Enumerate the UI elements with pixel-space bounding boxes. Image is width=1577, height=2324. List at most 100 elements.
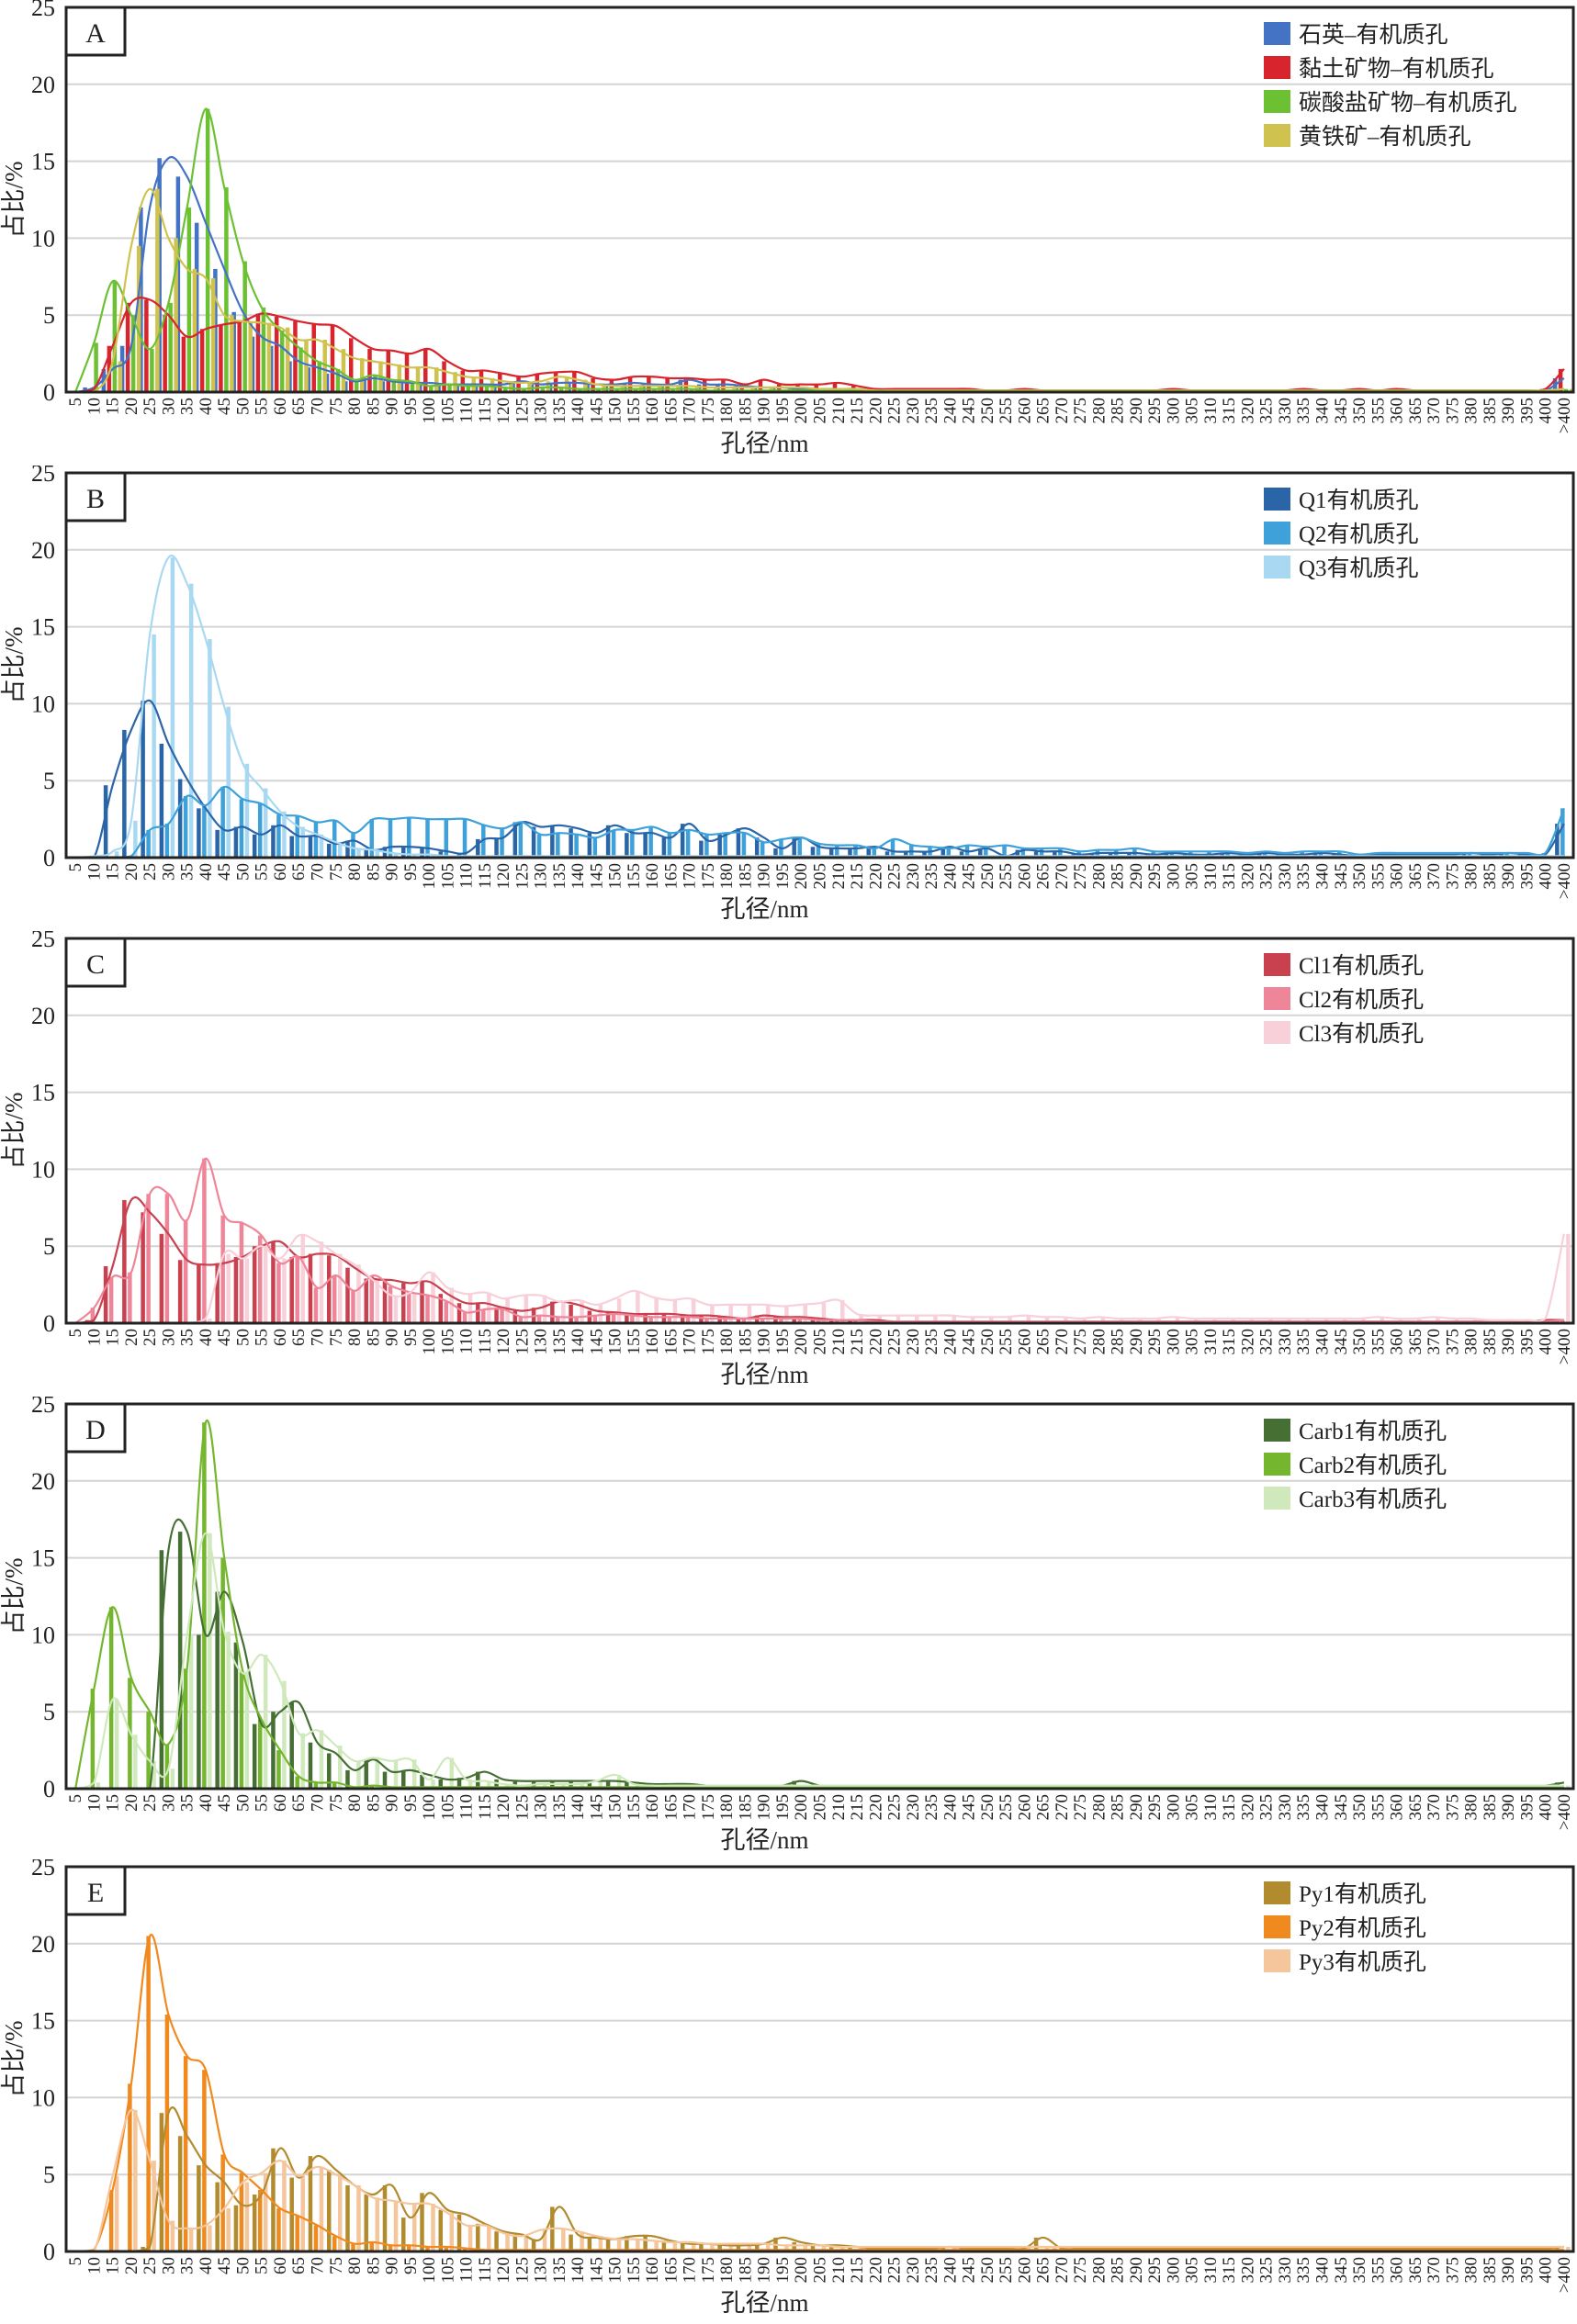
- bar: [276, 2208, 281, 2251]
- bar: [133, 1735, 138, 1789]
- x-tick-label: 340: [1313, 1329, 1333, 1355]
- x-tick-label: 120: [494, 863, 513, 890]
- bar: [853, 1319, 858, 1323]
- bar: [364, 1278, 368, 1323]
- x-tick-label: 255: [997, 863, 1016, 890]
- bar: [300, 1235, 305, 1323]
- bar: [282, 811, 287, 858]
- bar: [853, 845, 858, 858]
- bar: [174, 238, 178, 392]
- x-tick-label: 45: [215, 1329, 234, 1346]
- bar: [295, 2216, 299, 2251]
- y-axis-title: 占比/%: [0, 2021, 28, 2098]
- bar: [704, 1318, 709, 1323]
- series-line: [75, 785, 1565, 859]
- bar: [527, 382, 532, 392]
- bar: [952, 1315, 957, 1323]
- legend-swatch: [1264, 1881, 1290, 1904]
- x-tick-label: 250: [978, 398, 997, 424]
- x-tick-label: 5: [66, 2257, 85, 2266]
- y-tick-label: 5: [43, 2161, 55, 2188]
- x-tick-label: 320: [1238, 863, 1257, 890]
- x-tick-label: 340: [1313, 1794, 1333, 1821]
- bar: [220, 1215, 225, 1323]
- bar: [536, 834, 542, 858]
- bar: [300, 826, 305, 858]
- x-tick-label: 105: [438, 1794, 457, 1821]
- x-tick-label: 135: [550, 1794, 569, 1821]
- y-tick-label: 15: [31, 614, 55, 641]
- bar: [399, 382, 404, 392]
- x-tick-label: 210: [829, 863, 849, 890]
- bar: [369, 1275, 374, 1323]
- plot-frame: [64, 1402, 1575, 1791]
- bar: [90, 1308, 96, 1323]
- x-tick-label: 190: [755, 398, 774, 424]
- legend-label: Cl2有机质孔: [1299, 987, 1424, 1013]
- x-tick-label: 360: [1388, 1794, 1407, 1821]
- x-tick-label: 350: [1350, 2257, 1369, 2284]
- bar: [569, 2234, 573, 2251]
- bar: [213, 268, 218, 392]
- bar: [155, 188, 160, 392]
- x-tick-label: 285: [1109, 398, 1128, 424]
- x-tick-label: 180: [717, 1329, 737, 1355]
- bar: [765, 2243, 771, 2251]
- bar: [699, 1315, 704, 1323]
- x-tick-label: 255: [997, 1794, 1016, 1821]
- bar: [170, 1768, 175, 1789]
- bar: [257, 803, 263, 858]
- x-tick-label: 115: [476, 1329, 495, 1354]
- bar: [250, 336, 255, 392]
- bar: [1560, 808, 1565, 858]
- x-tick-label: 30: [159, 1329, 178, 1346]
- bar: [1555, 824, 1560, 858]
- bar: [226, 1632, 231, 1789]
- x-tick-label: 40: [197, 863, 216, 881]
- panel-b: 0 5 10 15 20 25 B 5 10 15 20 25 30 35 40 45 50 55 60 65 70 75…: [0, 466, 1577, 930]
- bar: [252, 1246, 257, 1323]
- x-tick-label: 90: [383, 863, 402, 881]
- x-tick-label: 325: [1257, 1794, 1277, 1821]
- y-tick-label: 25: [31, 1397, 55, 1418]
- x-tick-label: 325: [1257, 1329, 1277, 1355]
- legend-label: Cl1有机质孔: [1299, 953, 1424, 979]
- x-tick-label: 165: [661, 398, 681, 424]
- x-tick-label: 395: [1517, 2257, 1537, 2284]
- legend-label: 碳酸盐矿物–有机质孔: [1299, 90, 1517, 116]
- x-tick-label: 220: [866, 1329, 885, 1355]
- bar: [611, 1313, 616, 1323]
- bar: [159, 743, 164, 858]
- bar: [257, 1719, 263, 1789]
- bar: [592, 1315, 598, 1323]
- x-tick-label: 195: [773, 2257, 793, 2284]
- bar: [438, 1294, 444, 1323]
- bar: [226, 1253, 231, 1323]
- x-tick-label: 30: [159, 1794, 178, 1812]
- bar: [1262, 851, 1267, 858]
- bar: [239, 1223, 244, 1323]
- bar: [326, 843, 332, 858]
- x-tick-label: 240: [941, 863, 960, 890]
- bar: [141, 701, 145, 858]
- x-tick-label: 160: [643, 398, 662, 424]
- legend-label: Q1有机质孔: [1299, 488, 1419, 513]
- x-tick-label: 110: [457, 863, 477, 889]
- x-tick-label: 240: [941, 2257, 960, 2284]
- bar: [741, 1318, 747, 1323]
- panel-label: C: [86, 949, 105, 980]
- y-tick-label: 25: [31, 466, 55, 487]
- legend-label: Py3有机质孔: [1299, 1949, 1426, 1975]
- bar: [792, 2241, 796, 2251]
- bar: [300, 1733, 305, 1789]
- x-tick-label: 190: [755, 2257, 774, 2284]
- x-tick-label: 135: [550, 1329, 569, 1355]
- bar: [479, 370, 484, 392]
- bar: [784, 1306, 789, 1323]
- x-tick-label: 70: [309, 2257, 328, 2274]
- x-tick-label: 310: [1201, 1794, 1221, 1821]
- x-tick-label: 310: [1201, 2257, 1221, 2284]
- x-tick-label: 375: [1443, 863, 1462, 890]
- bar: [274, 316, 279, 392]
